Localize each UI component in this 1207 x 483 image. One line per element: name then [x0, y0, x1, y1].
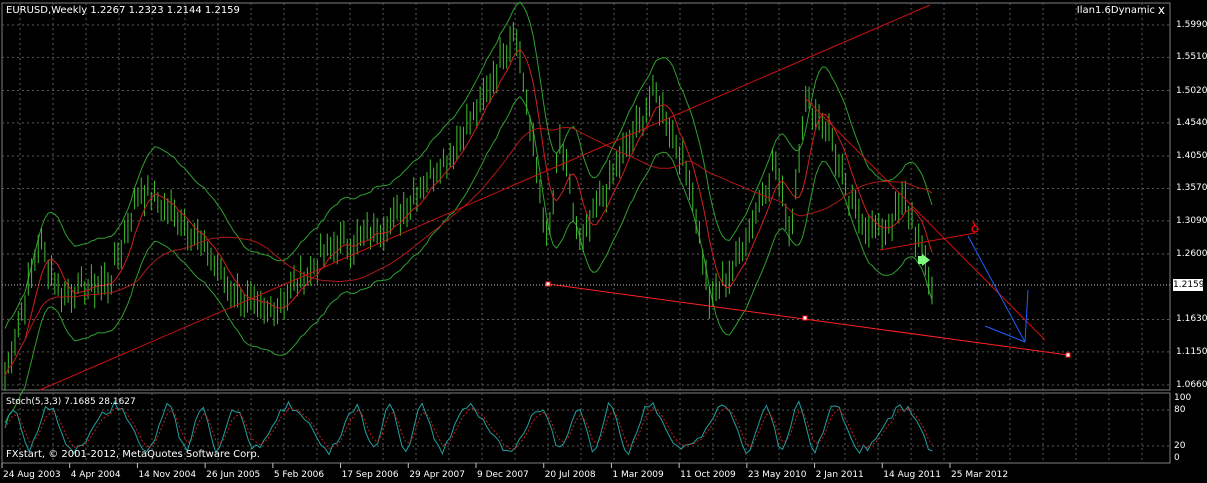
stoch-title: Stoch(5,3,3) 7.1685 28.1627 [6, 397, 136, 407]
trendline-anchor [1065, 352, 1071, 358]
stoch-signal-line [4, 407, 933, 450]
time-tick-label: 5 Feb 2006 [273, 470, 325, 480]
time-tick-label: 9 Dec 2007 [477, 470, 529, 480]
time-tick-label: 14 Nov 2004 [138, 470, 197, 480]
time-tick-label: 23 May 2010 [747, 470, 807, 480]
stoch-level-label: 0 [1174, 453, 1180, 463]
red-signal-marker [971, 220, 979, 233]
time-tick-label: 25 Mar 2012 [951, 470, 1009, 480]
trendline [547, 283, 1069, 356]
trendline [39, 4, 931, 391]
price-tick-label: 1.3090 [1176, 215, 1207, 226]
price-tick-label: 1.5020 [1176, 85, 1207, 96]
price-tick-label: 1.4540 [1176, 117, 1207, 128]
stoch-pane-border [1, 392, 1171, 464]
stoch-main-line [4, 400, 933, 456]
moving-averages [4, 48, 933, 376]
upper-band [4, 1, 933, 329]
price-tick-label: 1.0660 [1176, 380, 1207, 390]
current-price-tag: 1.2159 [1173, 279, 1205, 291]
time-tick-label: 17 Sep 2006 [341, 470, 399, 480]
price-tick-label: 1.4050 [1176, 151, 1207, 162]
time-tick-label: 1 Mar 2009 [612, 470, 664, 480]
projection-line [1024, 289, 1029, 343]
trendlines [39, 4, 1071, 391]
copyright-text: FXstart, © 2001-2012, MetaQuotes Softwar… [6, 449, 260, 460]
trendline [804, 97, 1046, 341]
stoch-level-label: 100 [1174, 393, 1192, 403]
chart-title: EURUSD,Weekly 1.2267 1.2323 1.2144 1.215… [6, 5, 240, 16]
stoch-level-label: 20 [1174, 441, 1186, 451]
stoch-level-label: 80 [1174, 405, 1186, 415]
time-tick-label: 2 Jan 2011 [815, 470, 864, 480]
main-pane-border [1, 2, 1171, 391]
indicator-name: Ilan1.6Dynamic [1076, 5, 1155, 16]
time-tick-label: 4 Apr 2004 [70, 470, 121, 480]
time-tick-label: 29 Apr 2007 [409, 470, 465, 480]
price-bars [4, 21, 933, 390]
price-tick-label: 1.1630 [1176, 314, 1207, 325]
green-signal-marker [918, 254, 930, 266]
time-tick-label: 14 Aug 2011 [883, 470, 941, 480]
price-tick-label: 1.1150 [1176, 346, 1207, 357]
price-tick-label: 1.3570 [1176, 183, 1207, 194]
trendline [879, 232, 976, 251]
time-tick-label: 20 Jul 2008 [544, 470, 596, 480]
price-tick-label: 1.5990 [1176, 20, 1207, 30]
projection-line [967, 235, 1026, 343]
slow-ma-line [4, 126, 933, 376]
time-tick-label: 24 Aug 2003 [3, 470, 61, 480]
bollinger-bands [4, 1, 933, 424]
close-icon[interactable]: x [1157, 3, 1165, 17]
time-tick-label: 11 Oct 2009 [680, 470, 736, 480]
grid [2, 3, 1170, 463]
fast-ma-line [4, 48, 933, 376]
trendline-anchor [545, 281, 551, 287]
price-tick-label: 1.2600 [1176, 248, 1207, 259]
time-tick-label: 26 Jun 2005 [206, 470, 261, 480]
trendline-anchor [802, 315, 808, 321]
lower-band [4, 95, 933, 424]
time-axis [1, 463, 951, 468]
projection-line [984, 325, 1026, 343]
price-tick-label: 1.5510 [1176, 52, 1207, 63]
stochastic-lines [4, 400, 933, 456]
